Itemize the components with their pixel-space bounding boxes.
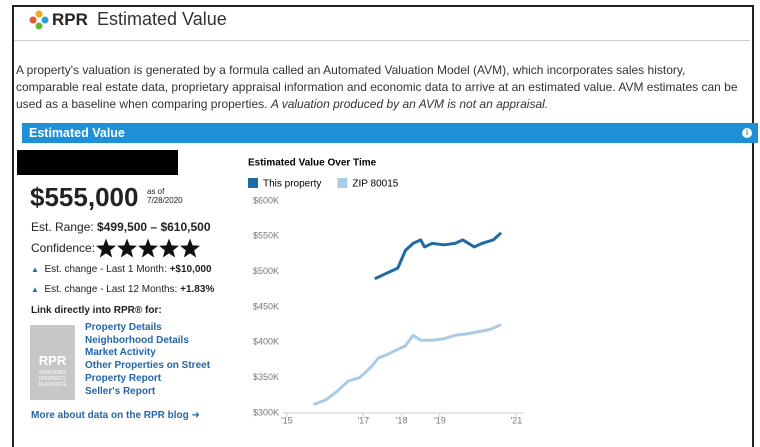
- change-value: +1.83%: [180, 284, 215, 295]
- logo-text: RPR: [52, 10, 88, 29]
- star: [117, 238, 137, 258]
- as-of-date: 7/28/2020: [147, 196, 183, 205]
- section-title: Estimated Value: [29, 126, 125, 140]
- logo-dots: [29, 10, 49, 30]
- star: [159, 238, 179, 258]
- rpr-logo-name: RPR: [38, 353, 67, 368]
- rpr-logo: RPR REALTORS PROPERTY RESOURCE: [30, 325, 75, 400]
- intro: A property's valuation is generated by a…: [16, 62, 750, 113]
- x-tick-label: '21: [510, 415, 522, 425]
- estimated-value: $555,000: [30, 182, 139, 212]
- header-title: Estimated Value: [97, 9, 227, 29]
- range-label: Est. Range:: [31, 220, 94, 234]
- confidence-label: Confidence:: [31, 241, 96, 255]
- blog-link[interactable]: More about data on the RPR blog ➜: [31, 410, 200, 421]
- chart-title: Estimated Value Over Time: [248, 158, 377, 169]
- change-label: Est. change - Last 12 Months:: [44, 284, 178, 295]
- change-row: ▲ Est. change - Last 1 Month: +$10,000: [31, 264, 212, 275]
- intro-text: A property's valuation is generated by a…: [16, 63, 738, 111]
- y-tick-label: $350K: [253, 372, 279, 382]
- y-tick-label: $550K: [253, 231, 279, 241]
- link[interactable]: Property Report: [85, 373, 162, 384]
- intro-italic: A valuation produced by an AVM is not an…: [270, 97, 549, 111]
- legend-label: This property: [263, 179, 321, 190]
- x-tick-label: '17: [357, 415, 369, 425]
- x-tick-label: '19: [434, 415, 446, 425]
- link[interactable]: Seller's Report: [85, 386, 156, 397]
- range-row: Est. Range: $499,500 – $610,500: [31, 220, 211, 234]
- star: [180, 238, 200, 258]
- link[interactable]: Neighborhood Details: [85, 335, 189, 346]
- star: [138, 238, 158, 258]
- redaction: [17, 150, 178, 175]
- legend-swatch: [248, 178, 258, 188]
- links-title: Link directly into RPR® for:: [31, 305, 162, 316]
- link[interactable]: Property Details: [85, 322, 162, 333]
- legend-label: ZIP 80015: [352, 179, 398, 190]
- change-label: Est. change - Last 1 Month:: [44, 264, 167, 275]
- page: RPR Estimated Value A property's valuati…: [12, 5, 758, 447]
- change-value: +$10,000: [169, 264, 212, 275]
- series-line: [313, 323, 502, 406]
- y-tick-label: $450K: [253, 301, 279, 311]
- info-icon[interactable]: i: [742, 128, 752, 138]
- section-bar: Estimated Value i: [22, 123, 758, 143]
- change-row: ▲ Est. change - Last 12 Months: +1.83%: [31, 284, 215, 295]
- rpr-logo-tagline: REALTORS PROPERTY RESOURCE: [38, 370, 67, 388]
- y-tick-label: $400K: [253, 337, 279, 347]
- frame: [12, 5, 754, 447]
- y-tick-label: $600K: [253, 195, 279, 205]
- divider: [14, 40, 750, 41]
- y-tick-label: $300K: [253, 407, 279, 417]
- series-line: [374, 231, 503, 281]
- range: $499,500 – $610,500: [97, 220, 211, 234]
- confidence-stars: [96, 238, 200, 258]
- star: [96, 238, 116, 258]
- as-of: as of 7/28/2020: [147, 187, 183, 205]
- chart: Estimated Value Over Time This property Z…: [248, 158, 524, 425]
- legend-swatch: [337, 178, 348, 188]
- link[interactable]: Market Activity: [85, 347, 156, 358]
- x-tick-label: '18: [396, 415, 408, 425]
- as-of-label: as of: [147, 187, 165, 196]
- x-tick-label: '15: [281, 415, 293, 425]
- y-tick-label: $500K: [253, 266, 279, 276]
- link[interactable]: Other Properties on Street: [85, 360, 211, 371]
